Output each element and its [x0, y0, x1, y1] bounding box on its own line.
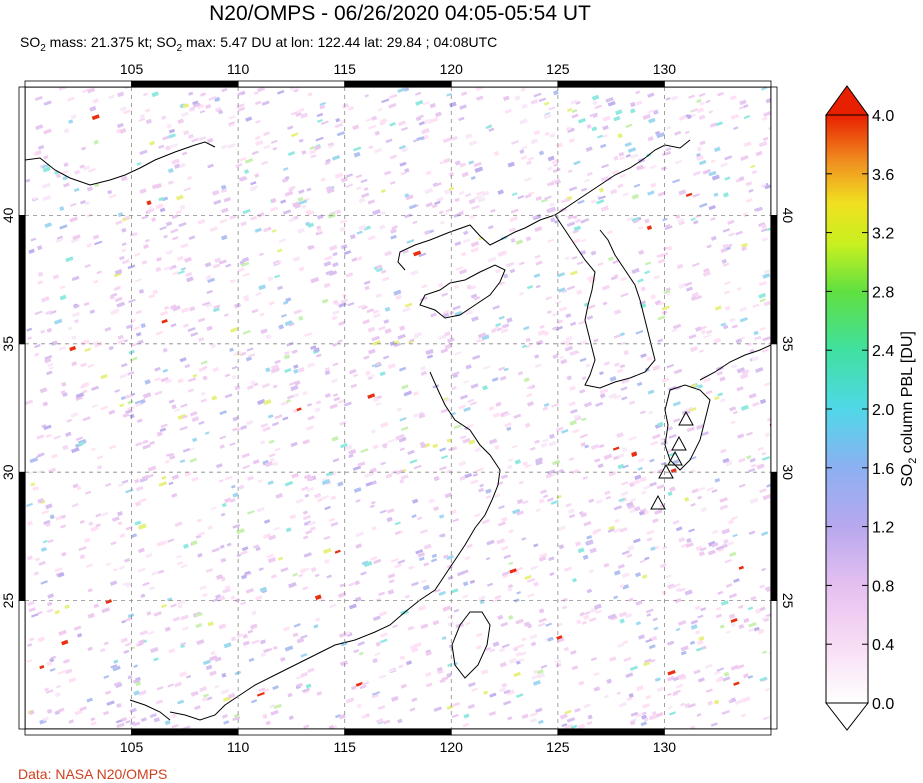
colorbar-max-arrow: [825, 85, 869, 116]
lat-tick-label: 40: [0, 207, 16, 223]
lat-labels-left: 40 35 30 25: [0, 207, 16, 608]
colorbar-title: SO2 column PBL [DU]: [899, 331, 919, 487]
taiwan: [451, 611, 491, 679]
colorbar-gradient: [825, 114, 869, 704]
colorbar-tick-label: 2.8: [872, 284, 894, 301]
coastlines: [25, 139, 771, 721]
lat-labels-right: 40 35 30 25: [780, 208, 796, 609]
colorbar-tick-label: 1.2: [872, 520, 894, 537]
colorbar-tick-label: 0.0: [872, 696, 894, 713]
lat-tick-label: 35: [780, 336, 796, 352]
lat-tick-label: 25: [780, 593, 796, 609]
so2-summary: SO2 mass: 21.375 kt; SO2 max: 5.47 DU at…: [20, 34, 498, 54]
colorbar-tick-label: 0.8: [872, 578, 894, 595]
colorbar-tick-label: 3.6: [872, 167, 894, 184]
lon-tick-label: 110: [227, 739, 250, 755]
colorbar: 4.0 3.6 3.2 2.8 2.4 2.0 1.6 1.2 0.8 0.4 0.0 SO2 co…: [824, 85, 919, 731]
colorbar-tick-label: 0.4: [872, 637, 894, 654]
graticule: [25, 87, 771, 729]
map-frame: [18, 80, 778, 736]
lon-tick-label: 130: [653, 739, 677, 755]
lon-tick-label: 115: [334, 61, 357, 77]
volcano-markers: [650, 410, 694, 510]
china-east-coast: [169, 371, 501, 721]
lat-tick-label: 25: [0, 593, 16, 609]
triangle-icon: [658, 463, 674, 479]
map-title: N20/OMPS - 06/26/2020 04:05-05:54 UT: [209, 2, 591, 25]
colorbar-min-arrow: [824, 702, 870, 731]
lon-labels-bottom: 105 110 115 120 125 130: [120, 739, 676, 755]
lon-tick-label: 105: [120, 61, 144, 77]
lon-tick-label: 120: [440, 739, 464, 755]
colorbar-tick-label: 2.0: [872, 402, 894, 419]
triangle-icon: [671, 435, 687, 451]
lon-labels-top: 105 110 115 120 125 130: [120, 61, 676, 77]
japan-honshu: [699, 344, 771, 381]
mongolia-border: [25, 141, 216, 186]
lon-tick-label: 115: [334, 739, 357, 755]
colorbar-tick-label: 4.0: [872, 108, 894, 125]
map-area: [25, 87, 771, 729]
japan-kyushu: [664, 384, 711, 471]
shandong-coast: [419, 264, 506, 319]
lon-tick-label: 105: [120, 739, 144, 755]
colorbar-tick-label: 2.4: [872, 343, 894, 360]
colorbar-tick-label: 1.6: [872, 461, 894, 478]
lat-tick-label: 30: [780, 464, 796, 480]
triangle-icon: [678, 410, 694, 426]
colorbar-tick-label: 3.2: [872, 226, 894, 243]
korea-peninsula: [554, 214, 656, 389]
triangle-icon: [650, 494, 666, 510]
lat-tick-label: 30: [0, 464, 16, 480]
bohai-coast: [397, 139, 691, 271]
lon-tick-label: 125: [546, 739, 570, 755]
so2-pixel-layer: [25, 87, 771, 729]
triangle-icon: [667, 450, 683, 466]
lat-tick-label: 35: [0, 336, 16, 352]
hainan-coast: [129, 699, 171, 721]
lon-tick-label: 130: [653, 61, 677, 77]
lon-tick-label: 110: [227, 61, 250, 77]
lat-tick-label: 40: [780, 208, 796, 224]
data-credit: Data: NASA N20/OMPS: [18, 766, 168, 782]
lon-tick-label: 125: [546, 61, 570, 77]
lon-tick-label: 120: [440, 61, 464, 77]
